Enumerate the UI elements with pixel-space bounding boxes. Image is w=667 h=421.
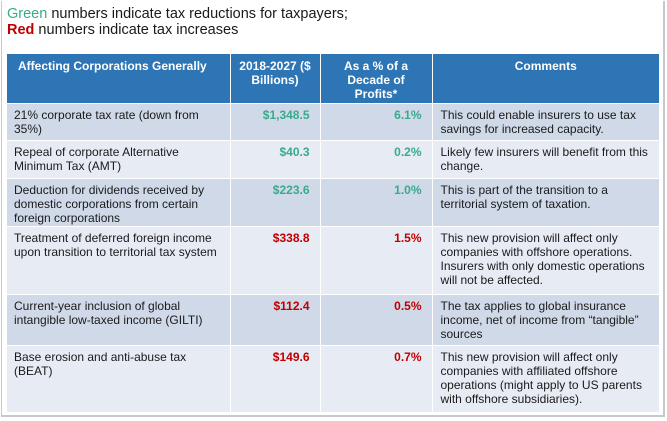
percent-cell: 6.1% <box>319 103 433 141</box>
amount-cell: $40.3 <box>229 140 321 179</box>
comment-cell: This new provision will affect only comp… <box>431 226 659 295</box>
provision-cell: Current-year inclusion of global intangi… <box>7 294 231 346</box>
color-legend: Green numbers indicate tax reductions fo… <box>7 6 348 38</box>
amount-cell: $149.6 <box>229 345 321 413</box>
comment-cell: The tax applies to global insurance inco… <box>431 294 659 346</box>
header-comments: Comments <box>431 54 659 104</box>
percent-cell: 1.5% <box>319 226 433 295</box>
amount-cell: $1,348.5 <box>229 103 321 141</box>
header-percent: As a % of a Decade of Profits* <box>319 54 433 104</box>
comment-cell: Likely few insurers will benefit from th… <box>431 140 659 179</box>
comment-cell: This is part of the transition to a terr… <box>431 178 659 227</box>
amount-cell: $338.8 <box>229 226 321 295</box>
table-header-row: Affecting Corporations Generally 2018-20… <box>7 54 659 104</box>
provision-cell: 21% corporate tax rate (down from 35%) <box>7 103 231 141</box>
provision-cell: Base erosion and anti-abuse tax (BEAT) <box>7 345 231 413</box>
table-row: Deduction for dividends received by dome… <box>7 178 659 227</box>
table-row: Treatment of deferred foreign income upo… <box>7 226 659 295</box>
percent-cell: 0.7% <box>319 345 433 413</box>
header-provision: Affecting Corporations Generally <box>7 54 231 104</box>
legend-line-green: Green numbers indicate tax reductions fo… <box>7 6 348 22</box>
table-row: Current-year inclusion of global intangi… <box>7 294 659 346</box>
comment-cell: This could enable insurers to use tax sa… <box>431 103 659 141</box>
legend-red-text: numbers indicate tax increases <box>34 22 239 38</box>
percent-cell: 0.5% <box>319 294 433 346</box>
amount-cell: $223.6 <box>229 178 321 227</box>
table-row: Base erosion and anti-abuse tax (BEAT) $… <box>7 345 659 413</box>
provision-cell: Deduction for dividends received by dome… <box>7 178 231 227</box>
provision-cell: Treatment of deferred foreign income upo… <box>7 226 231 295</box>
legend-green-text: numbers indicate tax reductions for taxp… <box>47 6 348 22</box>
legend-green-word: Green <box>7 6 48 22</box>
table-row: Repeal of corporate Alternative Minimum … <box>7 140 659 179</box>
header-amount: 2018-2027 ($ Billions) <box>229 54 321 104</box>
tax-provisions-table: Affecting Corporations Generally 2018-20… <box>7 54 659 413</box>
legend-line-red: Red numbers indicate tax increases <box>7 22 348 38</box>
legend-red-word: Red <box>7 22 35 38</box>
table-row: 21% corporate tax rate (down from 35%) $… <box>7 103 659 141</box>
provision-cell: Repeal of corporate Alternative Minimum … <box>7 140 231 179</box>
amount-cell: $112.4 <box>229 294 321 346</box>
percent-cell: 1.0% <box>319 178 433 227</box>
percent-cell: 0.2% <box>319 140 433 179</box>
comment-cell: This new provision will affect only comp… <box>431 345 659 413</box>
